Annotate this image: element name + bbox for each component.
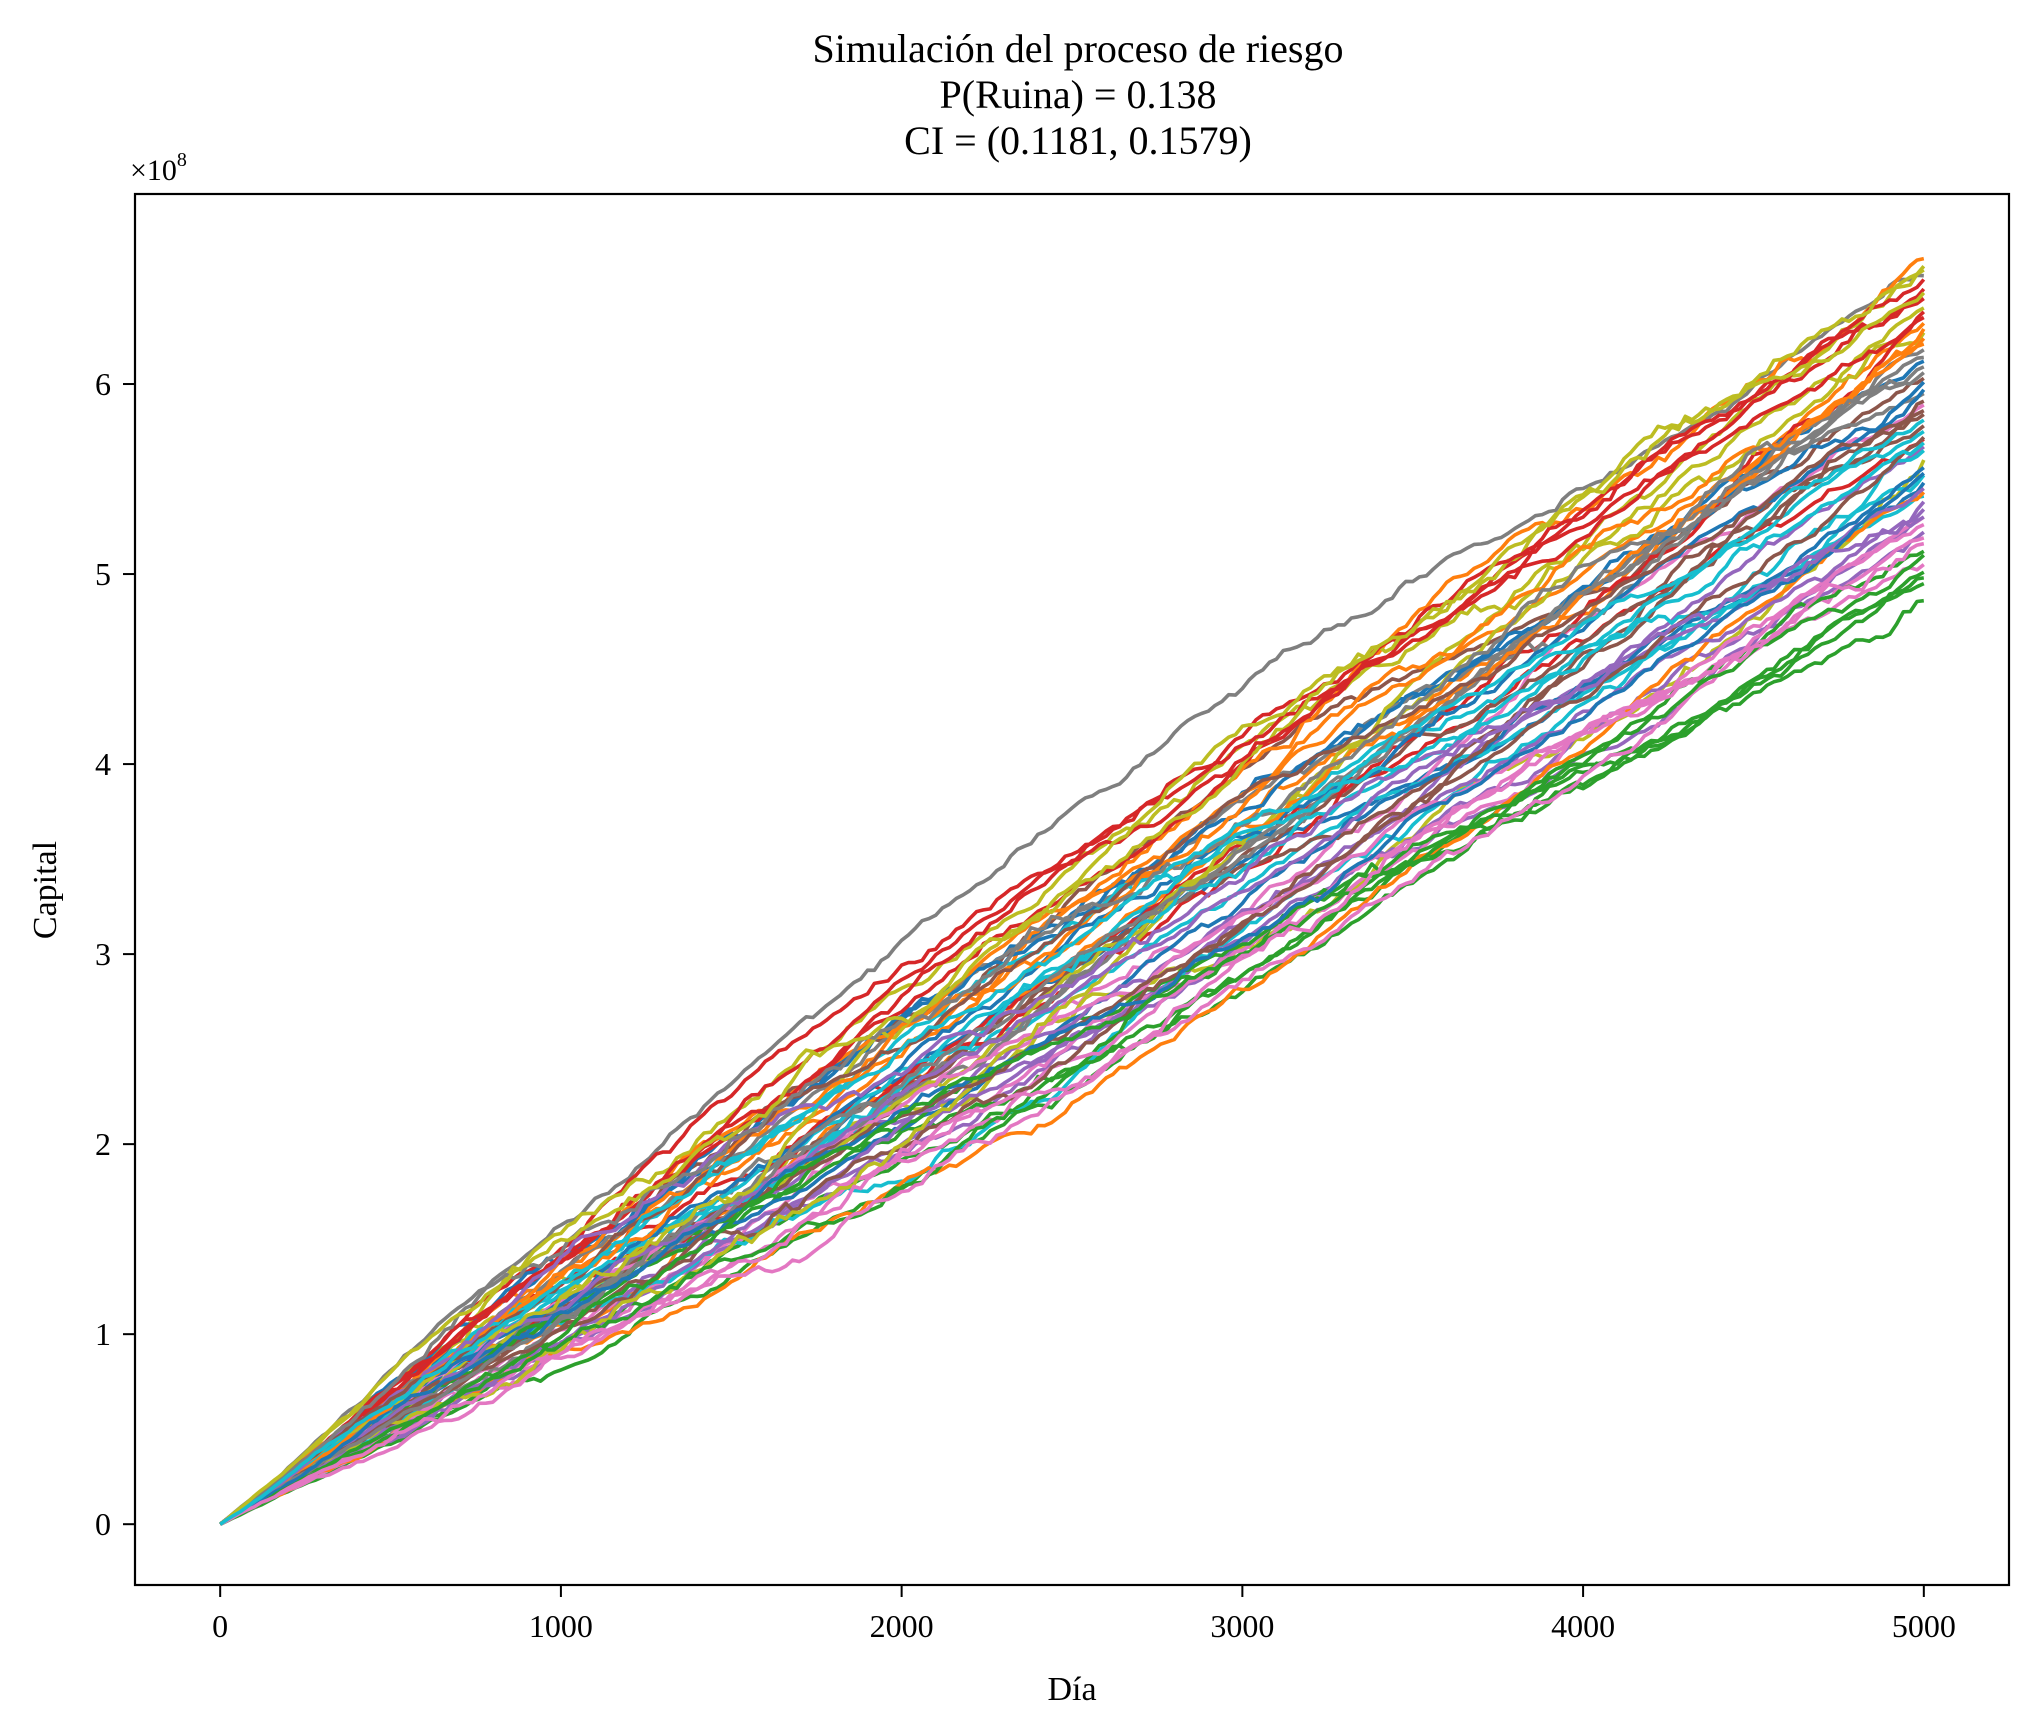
series-line [219,541,1925,1526]
plot-frame [133,192,2011,1587]
y-axis-ticks: 0 1 2 3 4 5 6 [95,366,135,1542]
series-line [219,570,1925,1526]
series-line [219,399,1925,1526]
y-axis-label: Capital [27,841,64,939]
series-line [219,355,1925,1526]
series-line [219,315,1925,1526]
series-line [219,371,1925,1526]
series-line [219,429,1925,1526]
series-line [219,522,1925,1526]
y-tick-label: 4 [95,746,111,782]
series-line [219,331,1926,1526]
x-tick-label: 4000 [1551,1608,1615,1644]
chart-subtitle-ci: CI = (0.1181, 0.1579) [904,118,1252,163]
y-tick-label: 1 [95,1316,111,1352]
series-line [219,365,1925,1526]
y-tick-label: 0 [95,1506,111,1542]
series-line [219,297,1925,1526]
x-axis-label: Día [1047,1671,1096,1708]
y-axis-offset-label: ×108 [130,149,187,187]
x-tick-label: 0 [212,1608,228,1644]
x-tick-label: 5000 [1892,1608,1956,1644]
chart-title: Simulación del proceso de riesgo [813,26,1344,71]
series-line [219,441,1925,1526]
series-line [219,306,1925,1526]
y-tick-label: 3 [95,936,111,972]
y-tick-label: 2 [95,1126,111,1162]
series-line [219,471,1925,1526]
series-line [219,515,1925,1526]
series-line [219,268,1925,1526]
x-tick-label: 3000 [1210,1608,1274,1644]
series-line [219,388,1926,1526]
x-axis-ticks: 0 1000 2000 3000 4000 5000 [212,1585,1956,1644]
x-tick-label: 1000 [529,1608,593,1644]
chart-subtitle-probability: P(Ruina) = 0.138 [940,72,1217,117]
svg-text:×108: ×108 [130,149,187,187]
series-line [219,553,1926,1526]
series-line [219,291,1926,1526]
y-axis-offset-exponent: 8 [177,149,187,171]
x-tick-label: 2000 [870,1608,934,1644]
y-axis-offset-base: ×10 [130,154,177,187]
y-tick-label: 6 [95,366,111,402]
series-line [219,273,1924,1526]
series-layer [219,256,1926,1526]
y-tick-label: 5 [95,556,111,592]
